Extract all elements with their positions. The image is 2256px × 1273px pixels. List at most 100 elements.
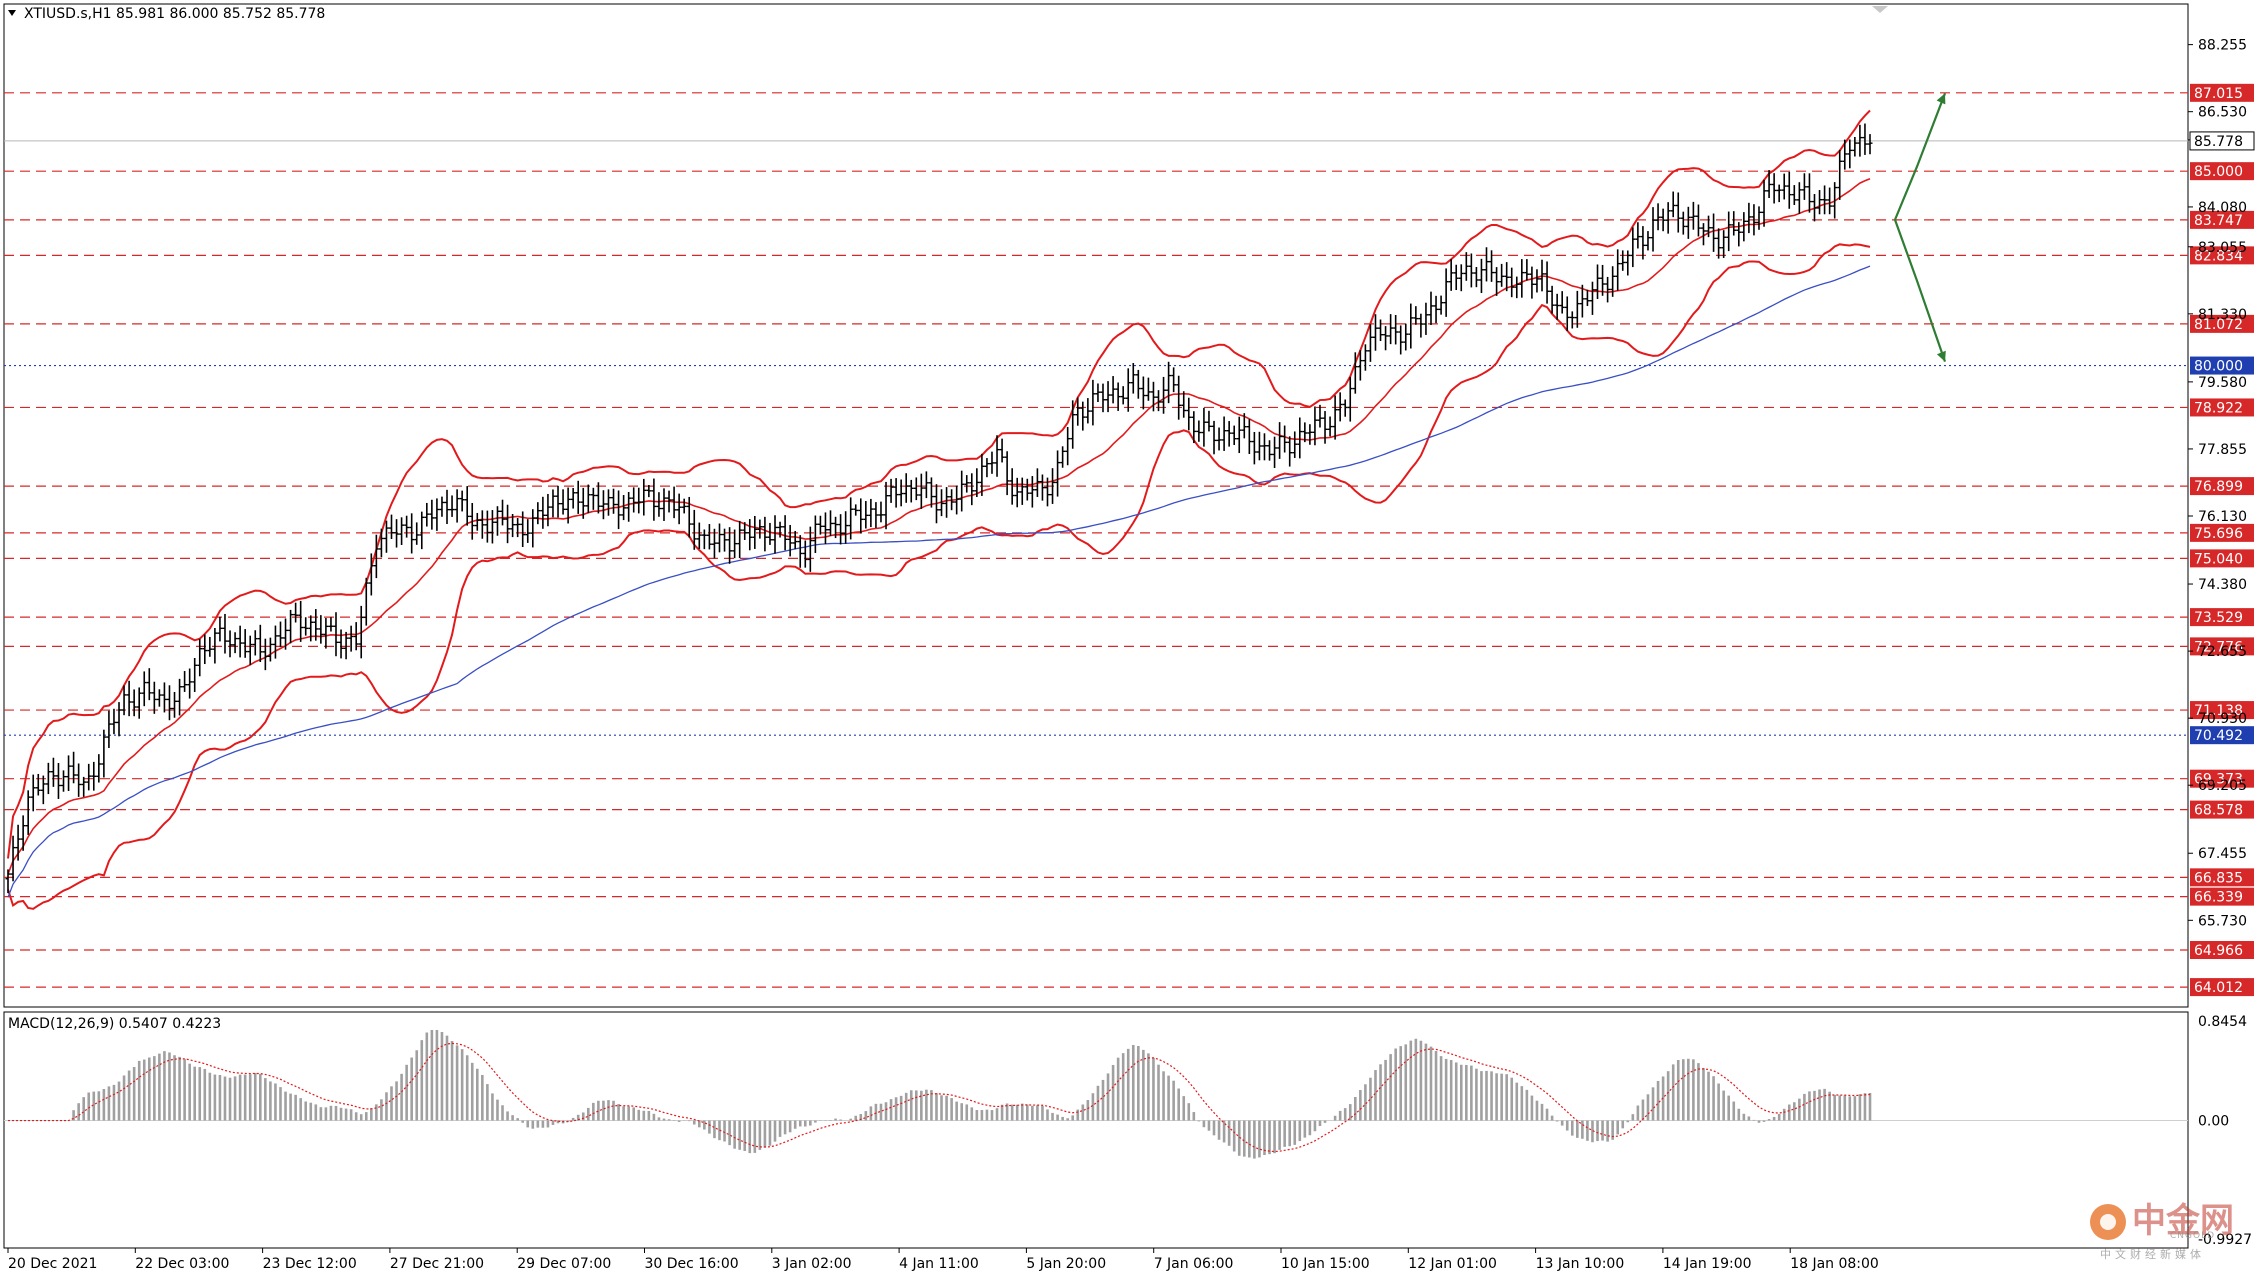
x-tick-label: 29 Dec 07:00 (517, 1256, 611, 1272)
y-tick-label: 88.255 (2198, 38, 2247, 54)
level-label: 64.966 (2194, 943, 2243, 959)
x-tick-label: 5 Jan 20:00 (1026, 1256, 1106, 1272)
level-label-box (2190, 246, 2254, 265)
y-tick-label: 83.055 (2198, 240, 2247, 256)
level-label: 66.835 (2194, 870, 2243, 886)
level-label: 75.696 (2194, 526, 2243, 542)
level-label: 68.578 (2194, 803, 2243, 819)
macd-y-tick-label: 0.8454 (2198, 1014, 2247, 1030)
level-label: 64.012 (2194, 980, 2243, 996)
level-label-box (2190, 637, 2254, 656)
x-tick-label: 20 Dec 2021 (8, 1256, 97, 1272)
x-tick-label: 23 Dec 12:00 (263, 1256, 357, 1272)
y-tick-label: 65.730 (2198, 913, 2247, 929)
dropdown-triangle-icon[interactable] (8, 10, 16, 16)
level-label: 81.072 (2194, 317, 2243, 333)
level-label-box (2190, 769, 2254, 788)
x-tick-label: 7 Jan 06:00 (1154, 1256, 1234, 1272)
y-tick-label: 81.330 (2198, 307, 2247, 323)
level-label: 66.339 (2194, 890, 2243, 906)
y-tick-label: 77.855 (2198, 442, 2247, 458)
watermark-latin: CNGOLD (2170, 1231, 2215, 1241)
projection-arrowhead-up (1936, 93, 1946, 105)
level-label: 73.529 (2194, 610, 2243, 626)
level-label-box (2190, 398, 2254, 417)
y-tick-label: 86.530 (2198, 105, 2247, 121)
x-tick-label: 30 Dec 16:00 (645, 1256, 739, 1272)
logo-inner (2100, 1214, 2116, 1230)
macd-y-tick-label: -0.9927 (2198, 1232, 2252, 1248)
level-label: 87.015 (2194, 86, 2243, 102)
y-tick-label: 84.080 (2198, 200, 2247, 216)
x-tick-label: 18 Jan 08:00 (1790, 1256, 1879, 1272)
x-tick-label: 14 Jan 19:00 (1663, 1256, 1752, 1272)
level-label: 78.922 (2194, 400, 2243, 416)
projection-arrow-down (1893, 219, 1947, 363)
y-tick-label: 74.380 (2198, 577, 2247, 593)
watermark: 中金网 中文财经新媒体 CNGOLD (2090, 1201, 2234, 1261)
horizontal-levels (4, 92, 2188, 988)
current-price-label: 85.778 (2194, 134, 2243, 150)
level-label: 80.000 (2194, 359, 2243, 375)
macd-header: MACD(12,26,9) 0.5407 0.4223 (8, 1016, 221, 1032)
level-label-box (2190, 941, 2254, 960)
macd-plot-frame (3, 1011, 2189, 1249)
level-label: 85.000 (2194, 164, 2243, 180)
moving-average (7, 265, 1871, 898)
level-label-box (2190, 477, 2254, 496)
level-label: 75.040 (2194, 551, 2243, 567)
watermark-text: 中金网 (2132, 1201, 2234, 1241)
x-tick-label: 27 Dec 21:00 (390, 1256, 484, 1272)
y-tick-label: 72.655 (2198, 644, 2247, 660)
x-tick-label: 4 Jan 11:00 (899, 1256, 979, 1272)
projection-arrows (1893, 93, 1947, 363)
level-label: 82.834 (2194, 248, 2243, 264)
level-label-box (2190, 83, 2254, 102)
level-label: 72.776 (2194, 639, 2243, 655)
level-label-box (2190, 608, 2254, 627)
projection-arrow-up (1893, 93, 1947, 221)
macd-signal-line (8, 1042, 1871, 1153)
level-label: 83.747 (2194, 213, 2243, 229)
bollinger-bands (7, 109, 1871, 910)
x-tick-label: 3 Jan 02:00 (772, 1256, 852, 1272)
level-label-box (2190, 800, 2254, 819)
level-label-box (2190, 868, 2254, 887)
price-bars (5, 123, 1873, 894)
y-tick-label: 70.930 (2198, 711, 2247, 727)
x-tick-label: 22 Dec 03:00 (135, 1256, 229, 1272)
current-price-box (2189, 131, 2255, 151)
level-label: 69.373 (2194, 772, 2243, 788)
level-label-box (2190, 210, 2254, 229)
y-tick-label: 76.130 (2198, 509, 2247, 525)
level-label-box (2190, 726, 2254, 745)
y-tick-label: 79.580 (2198, 375, 2247, 391)
level-label-box (2190, 314, 2254, 333)
x-tick-label: 12 Jan 01:00 (1408, 1256, 1497, 1272)
watermark-sub: 中文财经新媒体 (2100, 1247, 2205, 1261)
level-label-box (2190, 356, 2254, 375)
x-tick-label: 13 Jan 10:00 (1536, 1256, 1625, 1272)
level-label-box (2190, 978, 2254, 997)
level-label-box (2190, 549, 2254, 568)
level-label-box (2190, 887, 2254, 906)
level-label-box (2190, 523, 2254, 542)
level-label: 76.899 (2194, 479, 2243, 495)
time-axis: 20 Dec 2021 22 Dec 03:00 23 Dec 12:00 27 De… (7, 1248, 1879, 1272)
bollinger-lower (7, 243, 1871, 910)
chart-header: XTIUSD.s,H1 85.981 86.000 85.752 85.778 (24, 6, 325, 22)
macd-y-tick-label: 0.00 (2198, 1114, 2229, 1130)
level-label: 71.138 (2194, 703, 2243, 719)
price-axis: 87.015 85.000 83.747 82.834 81.072 80.000 78.9… (2188, 38, 2255, 997)
y-tick-label: 67.455 (2198, 846, 2247, 862)
macd-histogram: 0.8454 0.00 -0.9927 (4, 1014, 2252, 1248)
y-tick-label: 69.205 (2198, 778, 2247, 794)
bollinger-upper (7, 109, 1871, 859)
bollinger-middle (7, 177, 1871, 875)
scroll-marker-icon[interactable] (1872, 6, 1888, 13)
level-label-box (2190, 162, 2254, 181)
level-label-box (2190, 701, 2254, 720)
x-tick-label: 10 Jan 15:00 (1281, 1256, 1370, 1272)
level-label: 70.492 (2194, 728, 2243, 744)
